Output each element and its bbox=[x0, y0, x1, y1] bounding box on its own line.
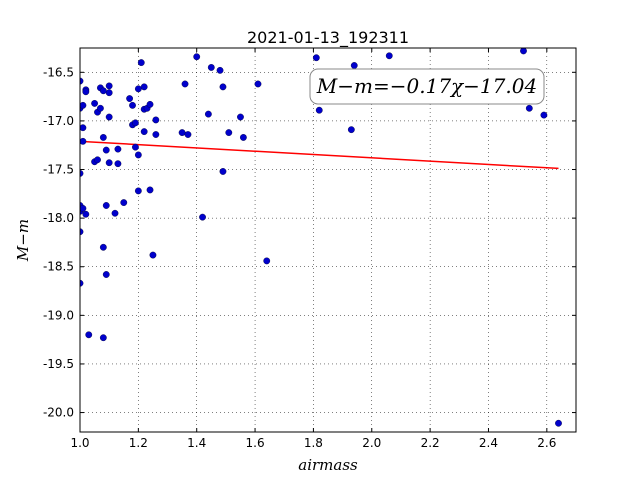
data-point bbox=[140, 83, 148, 91]
fit-annotation: M−m=−0.17χ−17.04 bbox=[309, 68, 545, 105]
data-point bbox=[102, 146, 110, 154]
data-point bbox=[105, 113, 113, 121]
x-tick-label: 1.6 bbox=[246, 436, 265, 450]
data-point bbox=[146, 186, 154, 194]
data-point bbox=[540, 111, 548, 119]
data-point bbox=[105, 89, 113, 97]
data-point bbox=[312, 54, 320, 62]
data-point bbox=[204, 110, 212, 118]
data-point bbox=[94, 156, 101, 164]
x-tick-label: 2.0 bbox=[362, 436, 381, 450]
data-point bbox=[126, 95, 134, 102]
x-tick-label: 1.4 bbox=[187, 436, 206, 450]
data-point bbox=[134, 187, 142, 195]
y-tick-label: -19.5 bbox=[43, 357, 74, 371]
data-point bbox=[82, 210, 90, 218]
y-tick-label: -18.5 bbox=[43, 260, 74, 274]
data-point bbox=[263, 257, 271, 265]
data-point bbox=[254, 80, 262, 88]
data-point bbox=[555, 419, 562, 427]
data-point bbox=[199, 213, 206, 221]
data-point bbox=[525, 104, 533, 112]
y-tick-label: -17.0 bbox=[43, 114, 74, 128]
x-tick-label: 1.8 bbox=[304, 436, 323, 450]
y-tick-label: -18.0 bbox=[43, 211, 74, 225]
x-tick-label: 1.2 bbox=[129, 436, 148, 450]
data-point bbox=[520, 48, 527, 55]
data-point bbox=[239, 134, 247, 141]
data-point bbox=[347, 126, 355, 134]
data-point bbox=[99, 134, 107, 141]
y-tick-label: -17.5 bbox=[43, 163, 74, 177]
data-point bbox=[219, 83, 227, 91]
data-point bbox=[97, 104, 104, 112]
data-point bbox=[114, 145, 122, 153]
data-point bbox=[184, 131, 192, 138]
fit-line-layer bbox=[80, 140, 559, 170]
data-point bbox=[80, 205, 87, 212]
y-axis-label: M−m bbox=[14, 219, 32, 262]
fit-line bbox=[80, 140, 559, 170]
data-point bbox=[105, 82, 113, 90]
data-point bbox=[111, 209, 119, 217]
data-point bbox=[216, 66, 224, 74]
data-point bbox=[129, 101, 136, 109]
data-point bbox=[80, 137, 87, 145]
data-point bbox=[137, 59, 145, 66]
data-point bbox=[152, 116, 160, 124]
x-tick-label: 2.4 bbox=[479, 436, 498, 450]
grid bbox=[79, 48, 576, 432]
data-point bbox=[134, 151, 142, 159]
data-point bbox=[114, 160, 122, 168]
annotation-text: M−m=−0.17χ−17.04 bbox=[316, 74, 537, 98]
data-point bbox=[80, 101, 87, 109]
y-tick-label: -19.0 bbox=[43, 308, 74, 322]
annotation-box bbox=[309, 68, 545, 105]
y-tick-label: -16.5 bbox=[43, 65, 74, 79]
data-point bbox=[315, 106, 323, 114]
scatter-points bbox=[80, 40, 562, 427]
data-point bbox=[152, 131, 160, 138]
data-point bbox=[237, 113, 244, 121]
x-tick-label: 1.0 bbox=[70, 436, 89, 450]
data-point bbox=[176, 40, 182, 46]
data-point bbox=[188, 41, 194, 47]
data-point bbox=[219, 168, 227, 175]
data-point bbox=[99, 87, 107, 95]
data-point bbox=[99, 334, 107, 342]
data-point bbox=[82, 88, 90, 96]
data-point bbox=[132, 119, 139, 127]
x-axis-label: airmass bbox=[298, 456, 358, 474]
x-tick-label: 2.6 bbox=[537, 436, 556, 450]
data-point bbox=[80, 124, 87, 132]
data-point bbox=[85, 331, 93, 339]
chart-title: 2021-01-13_192311 bbox=[247, 28, 409, 48]
x-tick-label: 2.2 bbox=[421, 436, 440, 450]
data-point bbox=[134, 85, 142, 93]
data-point bbox=[149, 251, 157, 259]
data-point bbox=[120, 199, 128, 206]
plot-frame bbox=[79, 47, 577, 433]
data-point bbox=[181, 80, 189, 88]
data-point bbox=[91, 100, 98, 107]
data-point bbox=[385, 52, 393, 60]
y-tick-label: -20.0 bbox=[43, 406, 74, 420]
data-point bbox=[225, 129, 233, 136]
data-point bbox=[132, 143, 139, 151]
data-point bbox=[193, 53, 201, 61]
data-point bbox=[146, 100, 154, 108]
data-point bbox=[102, 271, 110, 278]
data-point bbox=[140, 128, 148, 136]
data-point bbox=[102, 202, 110, 209]
data-point bbox=[207, 64, 215, 71]
axis-ticks: 1.0 1.2 1.4 1.6 1.8 2.0 2.2 2.4 2.6 -16.5 -17.0 -17… bbox=[43, 48, 576, 450]
data-point bbox=[350, 62, 358, 69]
data-point bbox=[178, 129, 186, 136]
data-point bbox=[105, 159, 113, 167]
data-point bbox=[99, 243, 107, 251]
